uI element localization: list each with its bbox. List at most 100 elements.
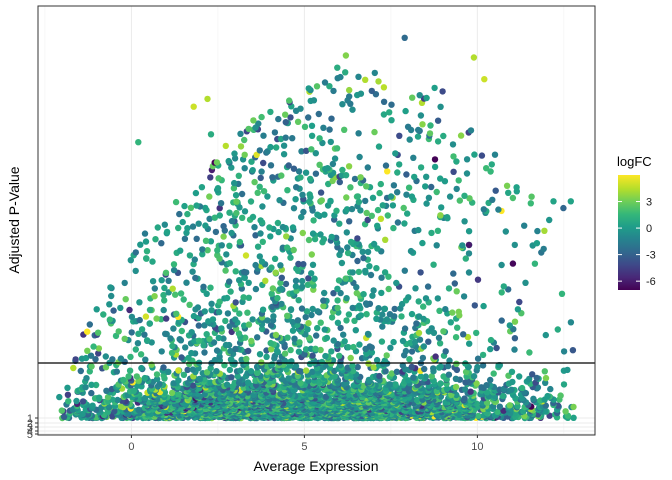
- data-point: [226, 323, 233, 330]
- data-point: [271, 129, 279, 136]
- data-point: [499, 392, 506, 400]
- data-point: [487, 376, 494, 384]
- data-point: [498, 261, 505, 269]
- data-point: [442, 348, 449, 355]
- data-point: [424, 283, 432, 290]
- data-point: [225, 157, 232, 165]
- data-point: [336, 220, 343, 227]
- data-point: [324, 165, 331, 172]
- data-point: [303, 308, 311, 315]
- data-point: [143, 337, 151, 344]
- data-point: [466, 195, 473, 202]
- data-point: [294, 317, 302, 324]
- data-point: [249, 213, 257, 221]
- data-point: [353, 289, 360, 297]
- data-point: [87, 352, 95, 359]
- data-point: [313, 332, 320, 339]
- data-point: [415, 329, 423, 337]
- data-point: [423, 173, 430, 180]
- data-point: [428, 183, 435, 191]
- data-point: [500, 283, 507, 290]
- data-point: [170, 380, 177, 387]
- data-point: [387, 344, 394, 351]
- data-point: [531, 260, 539, 267]
- data-point: [195, 220, 202, 227]
- data-point: [408, 193, 416, 200]
- data-point: [318, 358, 326, 366]
- data-point: [406, 136, 413, 143]
- data-point: [540, 245, 547, 253]
- data-point: [170, 261, 178, 268]
- data-point: [437, 380, 444, 387]
- data-point: [216, 353, 223, 360]
- data-point: [216, 298, 223, 305]
- data-point: [207, 131, 215, 138]
- data-point: [135, 330, 142, 337]
- data-point: [434, 295, 441, 302]
- data-point: [528, 193, 535, 200]
- data-point: [94, 329, 102, 336]
- data-point: [401, 325, 409, 332]
- data-point: [316, 161, 323, 168]
- data-point: [483, 165, 490, 172]
- data-point: [182, 344, 189, 351]
- data-point: [508, 386, 515, 393]
- data-point: [386, 381, 393, 388]
- data-point: [298, 148, 305, 155]
- data-point: [362, 197, 369, 205]
- data-point: [454, 324, 461, 331]
- data-point: [251, 178, 258, 186]
- data-point: [509, 260, 517, 267]
- data-point: [511, 241, 518, 249]
- data-point: [461, 218, 468, 225]
- data-point: [93, 306, 100, 313]
- data-point: [191, 337, 198, 345]
- data-point: [278, 172, 285, 179]
- data-point: [305, 320, 312, 327]
- data-point: [267, 143, 274, 151]
- data-point: [277, 262, 284, 269]
- data-point: [409, 94, 416, 101]
- data-point: [126, 306, 133, 314]
- data-point: [375, 78, 382, 85]
- data-point: [215, 334, 222, 342]
- data-point: [292, 283, 300, 290]
- data-point: [231, 179, 238, 187]
- data-point: [95, 350, 102, 357]
- data-point: [330, 337, 337, 344]
- data-point: [453, 288, 460, 295]
- data-point: [304, 281, 312, 288]
- data-point: [379, 202, 386, 209]
- data-point: [259, 203, 266, 210]
- data-point: [359, 248, 366, 255]
- data-point: [379, 323, 386, 330]
- data-point: [436, 340, 444, 347]
- data-point: [376, 372, 383, 380]
- data-point: [343, 206, 351, 213]
- data-point: [172, 291, 179, 298]
- data-point: [390, 182, 398, 189]
- data-point: [473, 380, 480, 387]
- data-point: [158, 277, 165, 284]
- data-point: [283, 233, 290, 240]
- data-point: [240, 294, 247, 301]
- data-point: [199, 251, 206, 258]
- data-point: [86, 321, 94, 328]
- data-point: [541, 227, 548, 234]
- data-point: [213, 159, 221, 166]
- data-point: [241, 208, 249, 215]
- data-point: [434, 117, 442, 124]
- data-point: [256, 183, 263, 190]
- data-point: [405, 294, 412, 301]
- data-point: [168, 389, 176, 397]
- data-point: [308, 270, 315, 277]
- data-point: [405, 184, 413, 191]
- data-point: [516, 373, 523, 380]
- legend-tick-label: -6: [646, 276, 656, 288]
- data-point: [245, 294, 252, 301]
- data-point: [173, 310, 180, 317]
- data-point: [263, 362, 270, 370]
- data-point: [407, 247, 415, 255]
- data-point: [238, 356, 245, 363]
